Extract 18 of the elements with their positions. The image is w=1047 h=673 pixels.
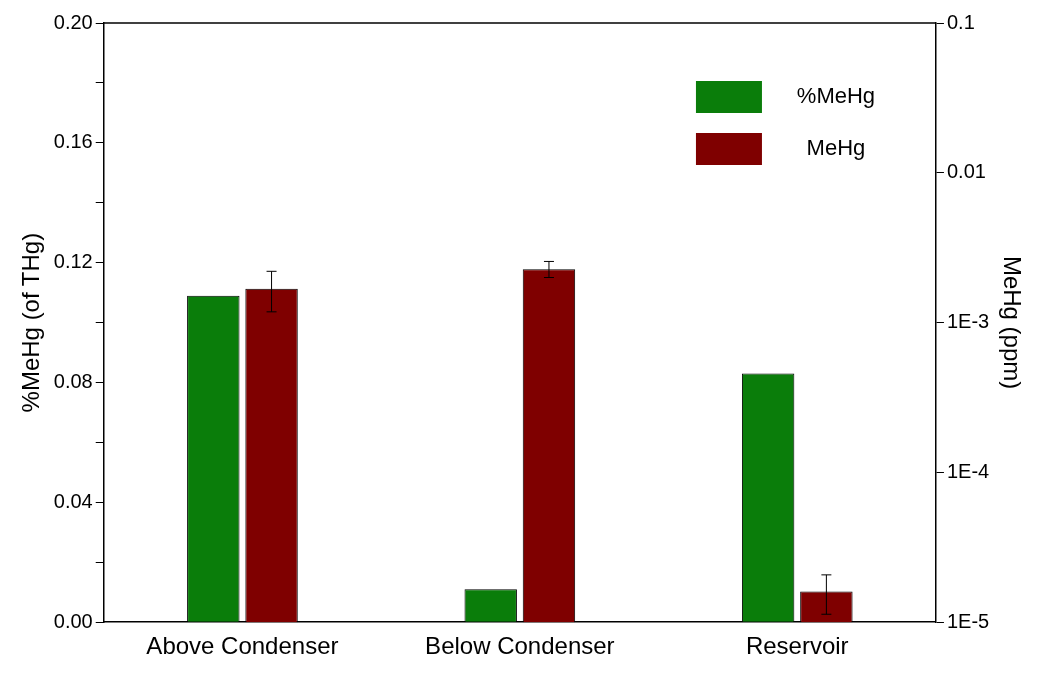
y-tick-label: 0.00 (53, 609, 93, 632)
y2-tick-label: 1E-5 (946, 609, 990, 632)
y-tick-label: 0.04 (53, 489, 93, 512)
y-tick-label: 0.12 (53, 250, 93, 273)
y2-tick-label: 1E-3 (946, 310, 990, 333)
legend-label: MeHg (806, 135, 866, 161)
x-tick-label: Above Condenser (146, 632, 339, 660)
y2-tick-label: 1E-4 (946, 459, 990, 482)
y-tick-label: 0.20 (53, 10, 93, 33)
y-tick-label: 0.16 (53, 130, 93, 153)
legend-label: %MeHg (796, 83, 876, 109)
x-tick-label: Below Condenser (425, 632, 615, 660)
y-tick-label: 0.08 (53, 370, 93, 393)
y2-axis-title: MeHg (ppm) (998, 255, 1026, 390)
y-axis-title: %MeHg (of THg) (17, 232, 45, 413)
x-tick-label: Reservoir (745, 632, 849, 660)
y2-tick-label: 0.01 (946, 160, 986, 183)
y2-tick-label: 0.1 (946, 10, 975, 33)
